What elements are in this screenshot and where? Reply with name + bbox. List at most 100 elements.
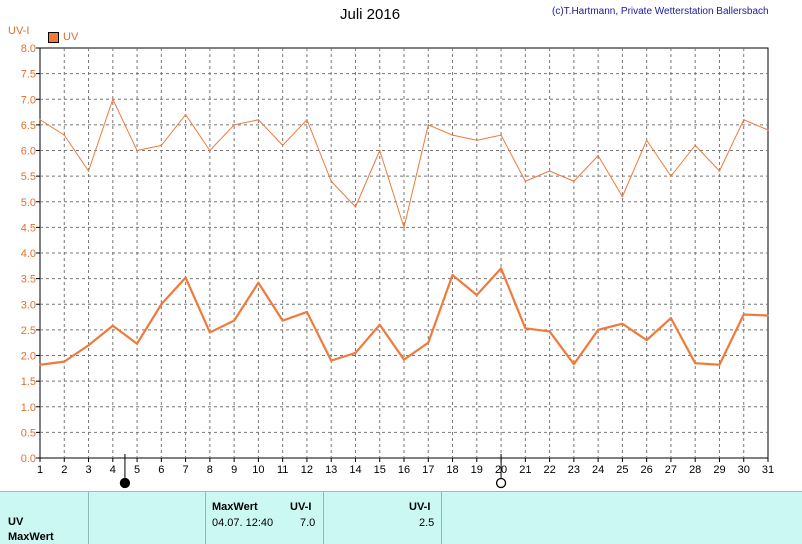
x-tick-label: 1 <box>37 464 43 476</box>
y-tick-label: 4.5 <box>21 222 36 234</box>
data-point-max <box>694 144 696 147</box>
y-tick-label: 2.0 <box>21 351 36 363</box>
row-label-uv: UV <box>8 516 24 528</box>
x-tick-label: 21 <box>519 464 531 476</box>
x-tick-label: 12 <box>301 464 313 476</box>
data-point-max <box>281 144 284 147</box>
y-tick-label: 8.0 <box>21 43 36 55</box>
data-point-max <box>742 118 745 121</box>
data-point-max <box>548 170 551 172</box>
y-tick-label: 5.0 <box>21 197 36 209</box>
x-tick-label: 11 <box>277 464 288 476</box>
x-tick-label: 14 <box>349 464 361 476</box>
data-point-mean <box>112 324 114 327</box>
data-point-max <box>112 98 114 101</box>
data-point-mean <box>742 313 745 316</box>
data-point-mean <box>87 344 90 347</box>
data-point-max <box>209 149 211 152</box>
x-tick-label: 13 <box>325 464 337 476</box>
data-point-mean <box>160 303 163 306</box>
data-point-mean <box>63 360 66 363</box>
data-point-mean <box>330 359 333 362</box>
x-tick-label: 7 <box>183 464 189 476</box>
max-header: MaxWert <box>212 501 258 513</box>
data-point-max <box>233 124 235 126</box>
chart: 0.0 0.5 1.0 1.5 2.0 2.5 3.0 3.5 4.0 4.5 5.0 5.5 6.0 6… <box>21 43 774 489</box>
data-point-mean <box>645 339 648 341</box>
data-point-mean <box>306 311 308 313</box>
data-point-mean <box>476 294 478 296</box>
data-point-max <box>524 180 527 183</box>
data-point-max <box>378 149 381 152</box>
data-point-max <box>597 154 599 157</box>
x-tick-label: 2 <box>61 464 67 476</box>
data-point-max <box>354 206 357 208</box>
credit-text: (c)T.Hartmann, Private Wetterstation Bal… <box>552 6 769 17</box>
x-tick-label: 15 <box>374 464 386 476</box>
data-point-mean <box>403 358 405 361</box>
data-point-max <box>330 180 333 183</box>
x-tick-label: 30 <box>738 464 750 476</box>
y-tick-label: 7.5 <box>21 69 36 81</box>
x-tick-label: 26 <box>641 464 653 476</box>
data-point-max <box>403 226 405 229</box>
row-label-maxwert: MaxWert <box>8 531 54 543</box>
data-point-max <box>451 134 454 136</box>
legend-swatch <box>48 31 59 43</box>
data-point-mean <box>694 362 696 364</box>
data-point-max <box>160 144 163 147</box>
data-point-max <box>87 170 90 172</box>
data-point-mean <box>718 363 721 366</box>
data-point-max <box>670 175 672 177</box>
data-point-mean <box>233 319 235 322</box>
x-tick-label: 27 <box>665 464 677 476</box>
panel-divider <box>88 492 89 544</box>
data-point-mean <box>573 363 575 366</box>
y-tick-label: 6.5 <box>21 120 36 132</box>
data-point-mean <box>354 352 357 354</box>
data-point-max <box>63 134 66 136</box>
panel-divider <box>205 492 206 544</box>
data-point-max <box>427 124 430 126</box>
data-point-max <box>573 180 575 183</box>
panel-divider <box>441 492 442 544</box>
data-point-mean <box>209 331 211 334</box>
y-tick-label: 3.5 <box>21 274 36 286</box>
avg-value: 2.5 <box>419 517 435 529</box>
data-point-max <box>39 118 41 121</box>
data-point-mean <box>378 323 381 326</box>
data-point-max <box>257 118 260 121</box>
full-moon-icon <box>495 477 507 489</box>
summary-panel: UV MaxWert MaxWert UV-I 04.07. 12:40 7.0… <box>0 491 802 544</box>
data-point-mean <box>597 329 599 331</box>
data-point-mean <box>257 281 260 284</box>
x-tick-label: 4 <box>110 464 116 476</box>
new-moon-icon <box>119 477 131 489</box>
data-point-mean <box>39 363 41 366</box>
y-tick-label: 5.5 <box>21 171 36 183</box>
y-tick-label: 1.0 <box>21 402 36 414</box>
y-tick-label: 0.0 <box>21 453 36 465</box>
chart-title: Juli 2016 <box>340 6 401 23</box>
y-tick-label: 1.5 <box>21 376 36 388</box>
data-point-mean <box>451 274 454 276</box>
y-tick-label: 3.0 <box>21 299 36 311</box>
data-point-mean <box>184 276 187 279</box>
x-tick-label: 8 <box>207 464 213 476</box>
data-point-max <box>718 170 721 172</box>
x-tick-label: 10 <box>252 464 264 476</box>
x-tick-label: 28 <box>689 464 701 476</box>
x-tick-label: 25 <box>616 464 628 476</box>
data-point-max <box>500 134 502 136</box>
x-tick-label: 29 <box>713 464 725 476</box>
max-value: 7.0 <box>300 517 316 529</box>
x-tick-label: 24 <box>592 464 604 476</box>
data-point-mean <box>670 317 672 319</box>
max-unit: UV-I <box>290 501 312 513</box>
data-point-mean <box>136 342 138 345</box>
x-tick-label: 17 <box>422 464 434 476</box>
data-point-max <box>645 139 648 142</box>
y-tick-label: 2.5 <box>21 325 36 337</box>
y-axis-unit: UV-I <box>8 25 30 37</box>
data-point-max <box>621 195 624 198</box>
